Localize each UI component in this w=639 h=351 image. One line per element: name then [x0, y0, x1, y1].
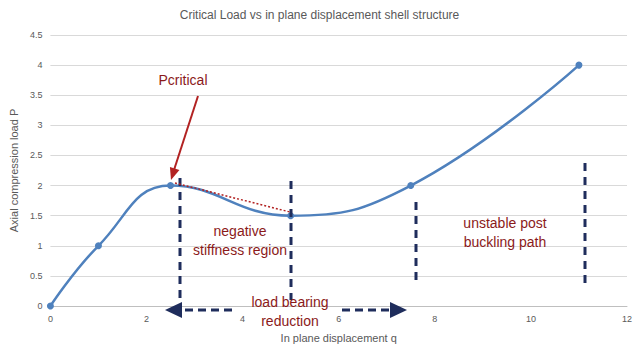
svg-text:load bearing: load bearing	[251, 294, 328, 310]
svg-text:2: 2	[37, 181, 42, 191]
svg-text:4: 4	[37, 60, 42, 70]
svg-text:1.5: 1.5	[30, 211, 43, 221]
svg-text:0: 0	[48, 314, 53, 324]
svg-text:buckling path: buckling path	[464, 234, 547, 250]
svg-text:3: 3	[37, 120, 42, 130]
svg-text:3.5: 3.5	[30, 90, 43, 100]
svg-text:Critical Load vs in plane disp: Critical Load vs in plane displacement s…	[180, 8, 460, 22]
svg-text:4: 4	[240, 314, 245, 324]
svg-text:In plane displacement q: In plane displacement q	[281, 332, 397, 344]
svg-text:2: 2	[144, 314, 149, 324]
svg-text:unstable post: unstable post	[463, 215, 546, 231]
svg-text:8: 8	[432, 314, 437, 324]
svg-text:Axial compression load P: Axial compression load P	[8, 109, 20, 233]
svg-text:4.5: 4.5	[30, 30, 43, 40]
svg-text:0.5: 0.5	[30, 271, 43, 281]
svg-text:1: 1	[37, 241, 42, 251]
svg-text:2.5: 2.5	[30, 150, 43, 160]
svg-text:6: 6	[336, 314, 341, 324]
svg-text:Pcritical: Pcritical	[158, 72, 207, 88]
svg-text:stiffness region: stiffness region	[193, 242, 287, 258]
svg-text:0: 0	[37, 301, 42, 311]
svg-text:10: 10	[526, 314, 536, 324]
svg-text:reduction: reduction	[261, 313, 319, 329]
svg-text:12: 12	[622, 314, 632, 324]
svg-text:negative: negative	[214, 223, 267, 239]
